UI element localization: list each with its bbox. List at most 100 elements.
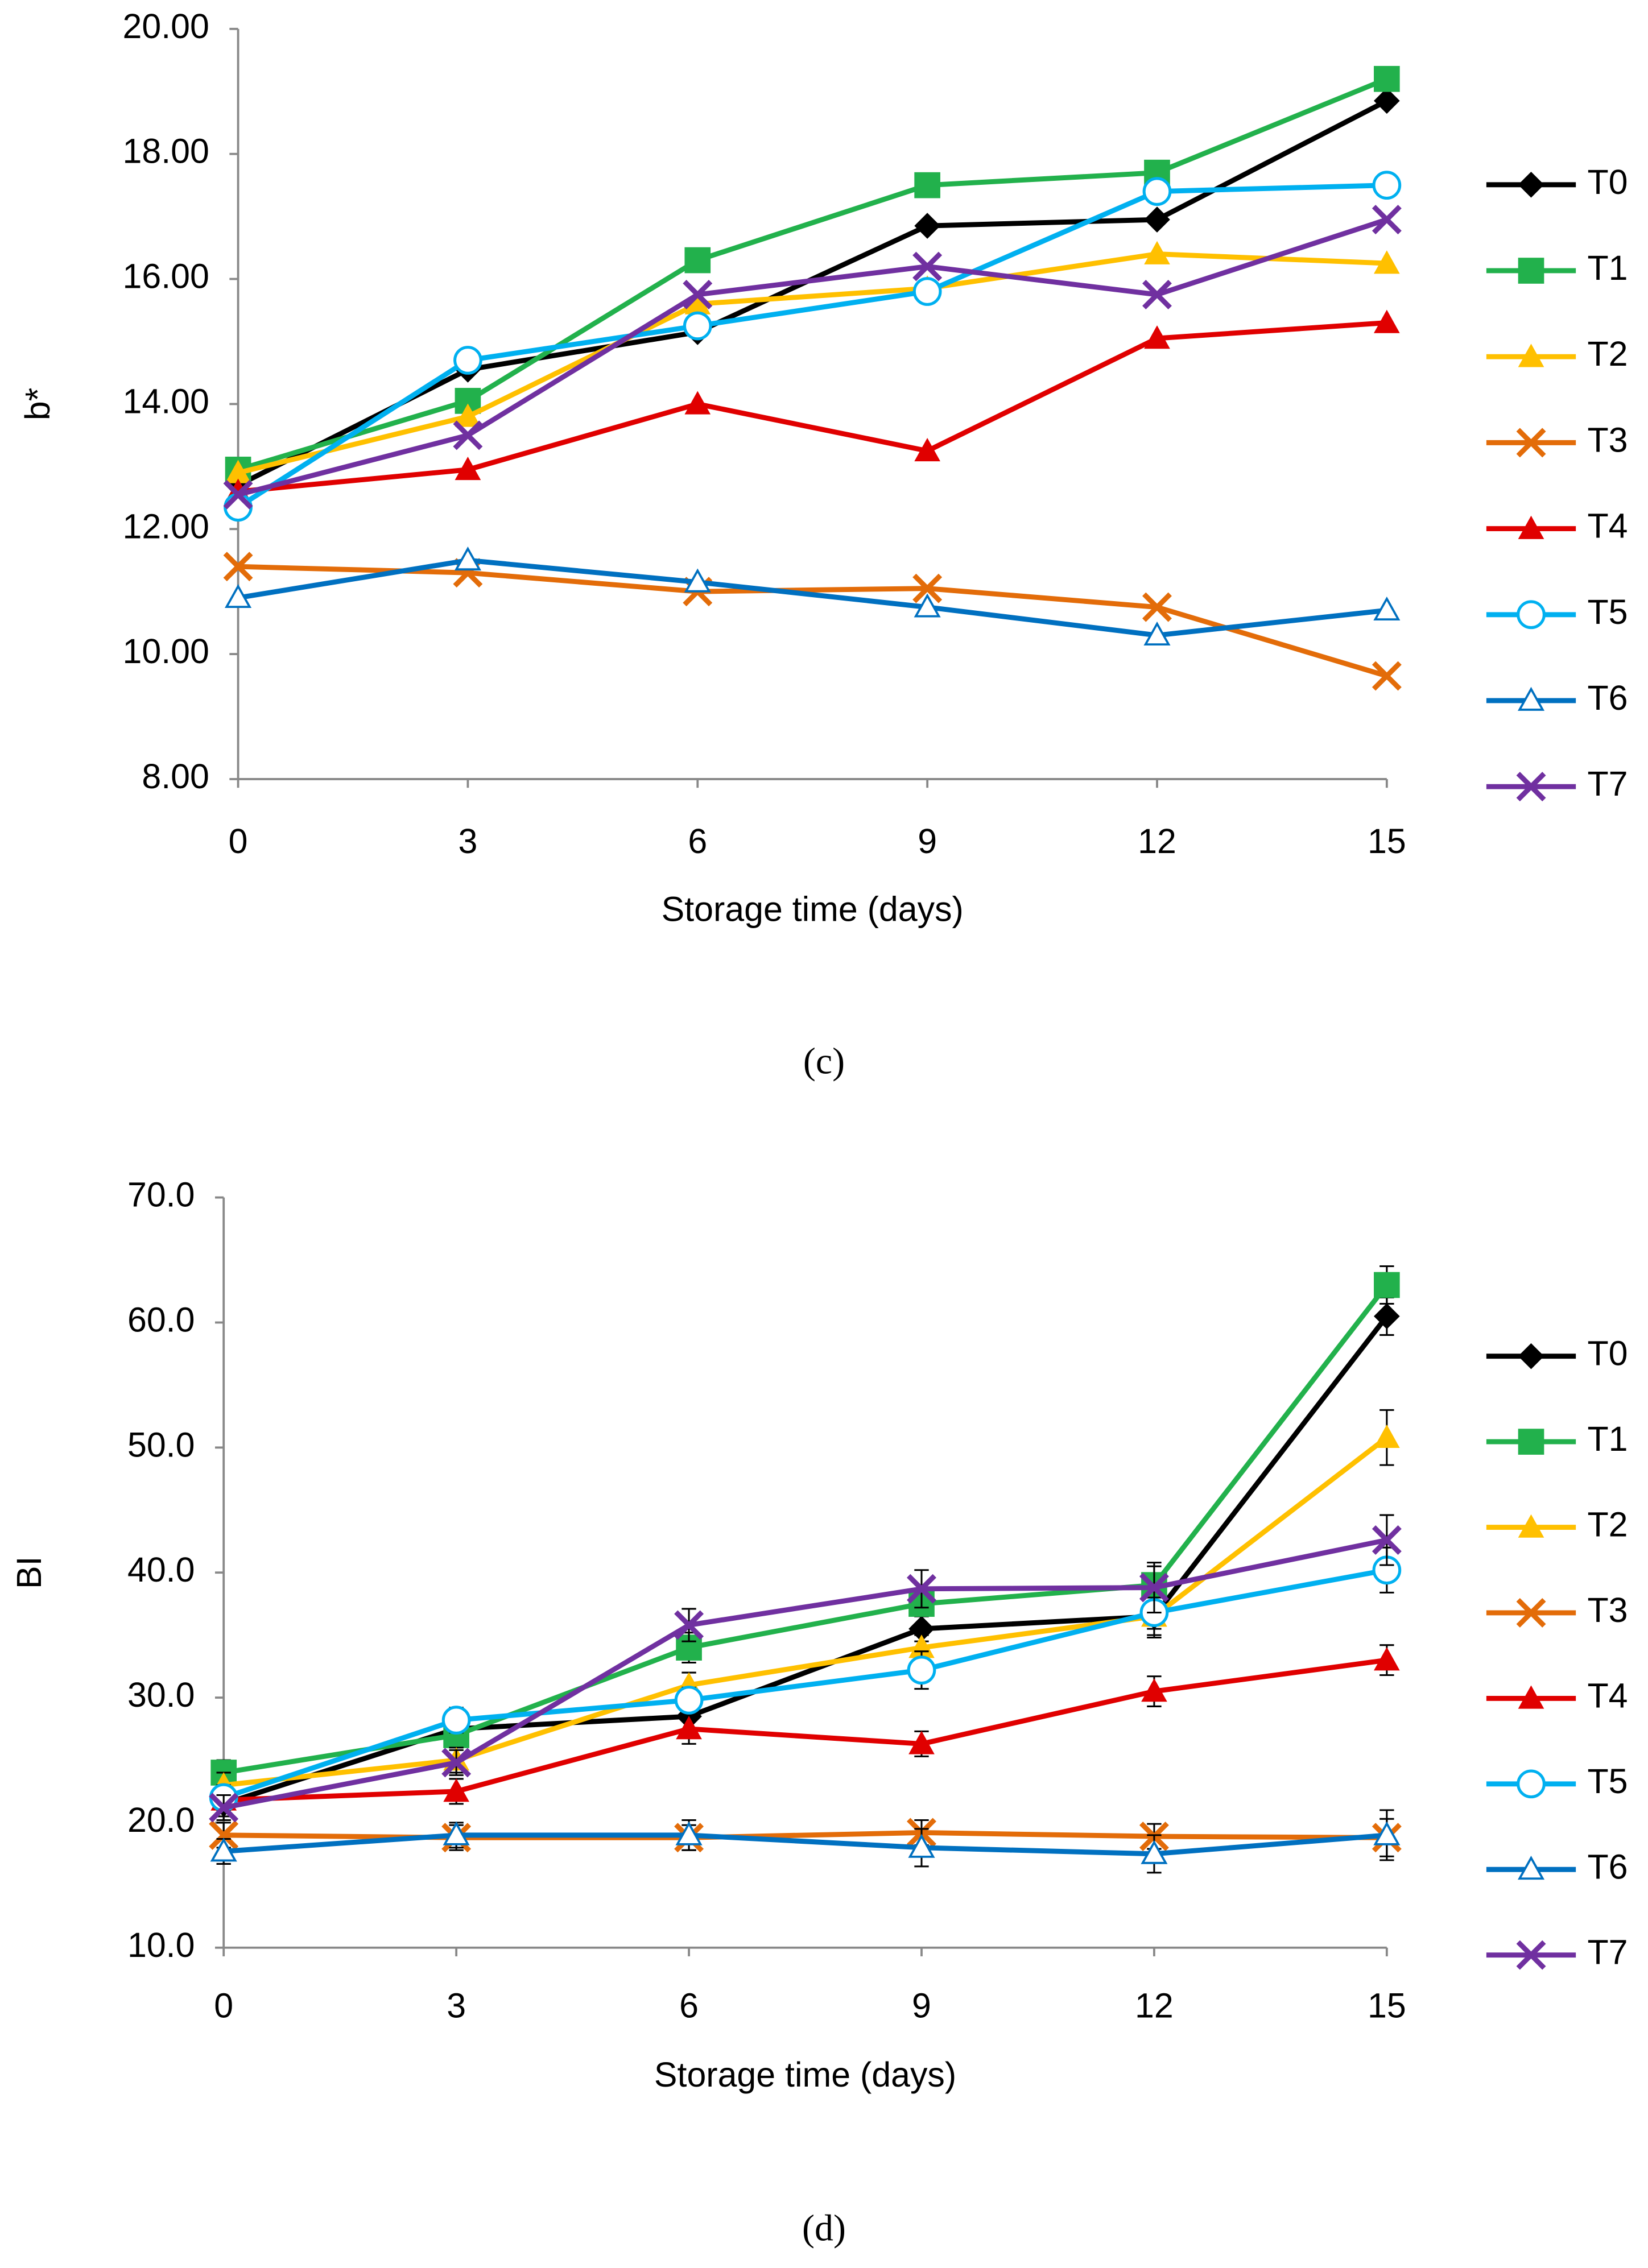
legend-label: T2: [1587, 1505, 1628, 1544]
legend-label: T7: [1587, 1933, 1628, 1972]
marker: [441, 1706, 471, 1735]
legend-marker: [1516, 1940, 1546, 1970]
marker: [223, 479, 253, 510]
x-tick-label: 0: [229, 822, 248, 860]
marker: [1142, 592, 1172, 622]
series-line: [223, 1537, 1387, 1810]
x-tick-label: 6: [679, 1986, 699, 2025]
x-tick-label: 12: [1135, 1986, 1174, 2025]
marker: [443, 1778, 469, 1802]
y-tick-label: 10.00: [122, 632, 209, 671]
marker: [1374, 1424, 1400, 1448]
legend-label: T2: [1587, 334, 1628, 373]
caption: (d): [802, 2208, 846, 2249]
y-axis-label: BI: [10, 1556, 48, 1589]
marker: [441, 1748, 472, 1778]
marker: [1144, 206, 1170, 233]
marker: [912, 251, 943, 282]
x-tick-label: 0: [214, 1986, 233, 2025]
marker: [684, 247, 711, 274]
legend-label: T0: [1587, 163, 1628, 201]
marker: [209, 1793, 239, 1823]
marker: [1372, 661, 1402, 691]
legend-label: T1: [1587, 1419, 1628, 1458]
marker: [1144, 325, 1170, 349]
marker: [912, 573, 943, 603]
legend-marker: [1517, 686, 1545, 711]
marker: [1374, 65, 1400, 92]
marker: [1373, 596, 1401, 621]
marker: [684, 291, 711, 314]
series-line: [238, 320, 1387, 494]
legend-label: T5: [1587, 1762, 1628, 1801]
x-axis-label: Storage time (days): [654, 2055, 956, 2094]
legend-label: T5: [1587, 593, 1628, 631]
series-line: [237, 217, 1388, 498]
marker: [443, 1821, 470, 1845]
y-tick-label: 70.0: [127, 1176, 195, 1214]
legend-marker: [1517, 1856, 1545, 1880]
marker: [225, 460, 251, 483]
marker: [453, 420, 483, 450]
marker: [1374, 1303, 1400, 1330]
marker: [1374, 250, 1400, 274]
legend-label: T1: [1587, 249, 1628, 287]
marker: [683, 280, 713, 309]
y-tick-label: 50.0: [127, 1425, 195, 1464]
marker: [453, 346, 482, 375]
series-line: [237, 76, 1388, 473]
y-tick-label: 12.00: [122, 507, 209, 545]
y-tick-label: 20.0: [127, 1801, 195, 1839]
marker: [455, 403, 481, 427]
marker: [912, 277, 942, 306]
x-tick-label: 9: [912, 1986, 931, 2025]
legend-label: T0: [1587, 1334, 1628, 1373]
y-tick-label: 40.0: [127, 1550, 195, 1589]
y-tick-label: 14.00: [122, 382, 209, 420]
marker: [1372, 171, 1402, 200]
y-tick-label: 10.0: [127, 1926, 195, 1964]
y-tick-label: 60.0: [127, 1301, 195, 1339]
marker: [907, 1656, 936, 1685]
y-tick-label: 18.00: [122, 132, 209, 171]
marker: [914, 213, 940, 239]
marker: [1372, 1525, 1402, 1555]
marker: [454, 547, 481, 571]
series-line: [224, 1657, 1387, 1803]
marker: [225, 583, 252, 609]
legend-label: T7: [1587, 764, 1628, 803]
marker: [684, 568, 711, 593]
marker: [455, 456, 481, 481]
legend-label: T3: [1587, 420, 1628, 459]
marker: [683, 311, 712, 341]
marker: [908, 1834, 935, 1858]
marker: [223, 552, 253, 582]
series-line: [238, 564, 1388, 678]
legend-label: T6: [1587, 678, 1628, 717]
x-tick-label: 15: [1368, 822, 1406, 860]
x-tick-label: 9: [918, 822, 937, 860]
y-axis-label: b*: [18, 388, 57, 421]
series-line: [237, 183, 1387, 510]
series-line: [222, 1314, 1389, 1807]
y-tick-label: 16.00: [122, 257, 209, 296]
marker: [1142, 280, 1172, 309]
marker: [1374, 1272, 1400, 1298]
marker: [914, 593, 941, 618]
legend-marker: [1516, 1597, 1546, 1628]
series-line: [223, 1832, 1387, 1857]
marker: [1372, 205, 1402, 235]
legend-label: T4: [1587, 1676, 1628, 1715]
marker: [1373, 1821, 1401, 1845]
marker: [1374, 1647, 1400, 1671]
marker: [684, 391, 711, 415]
caption: (c): [803, 1040, 845, 1082]
legend-marker: [1518, 258, 1544, 284]
legend-marker: [1518, 1685, 1544, 1709]
legend-marker: [1518, 1429, 1544, 1455]
marker: [1144, 241, 1170, 264]
x-tick-label: 6: [688, 822, 707, 860]
y-tick-label: 20.00: [122, 7, 209, 45]
legend-marker: [1517, 1769, 1546, 1799]
